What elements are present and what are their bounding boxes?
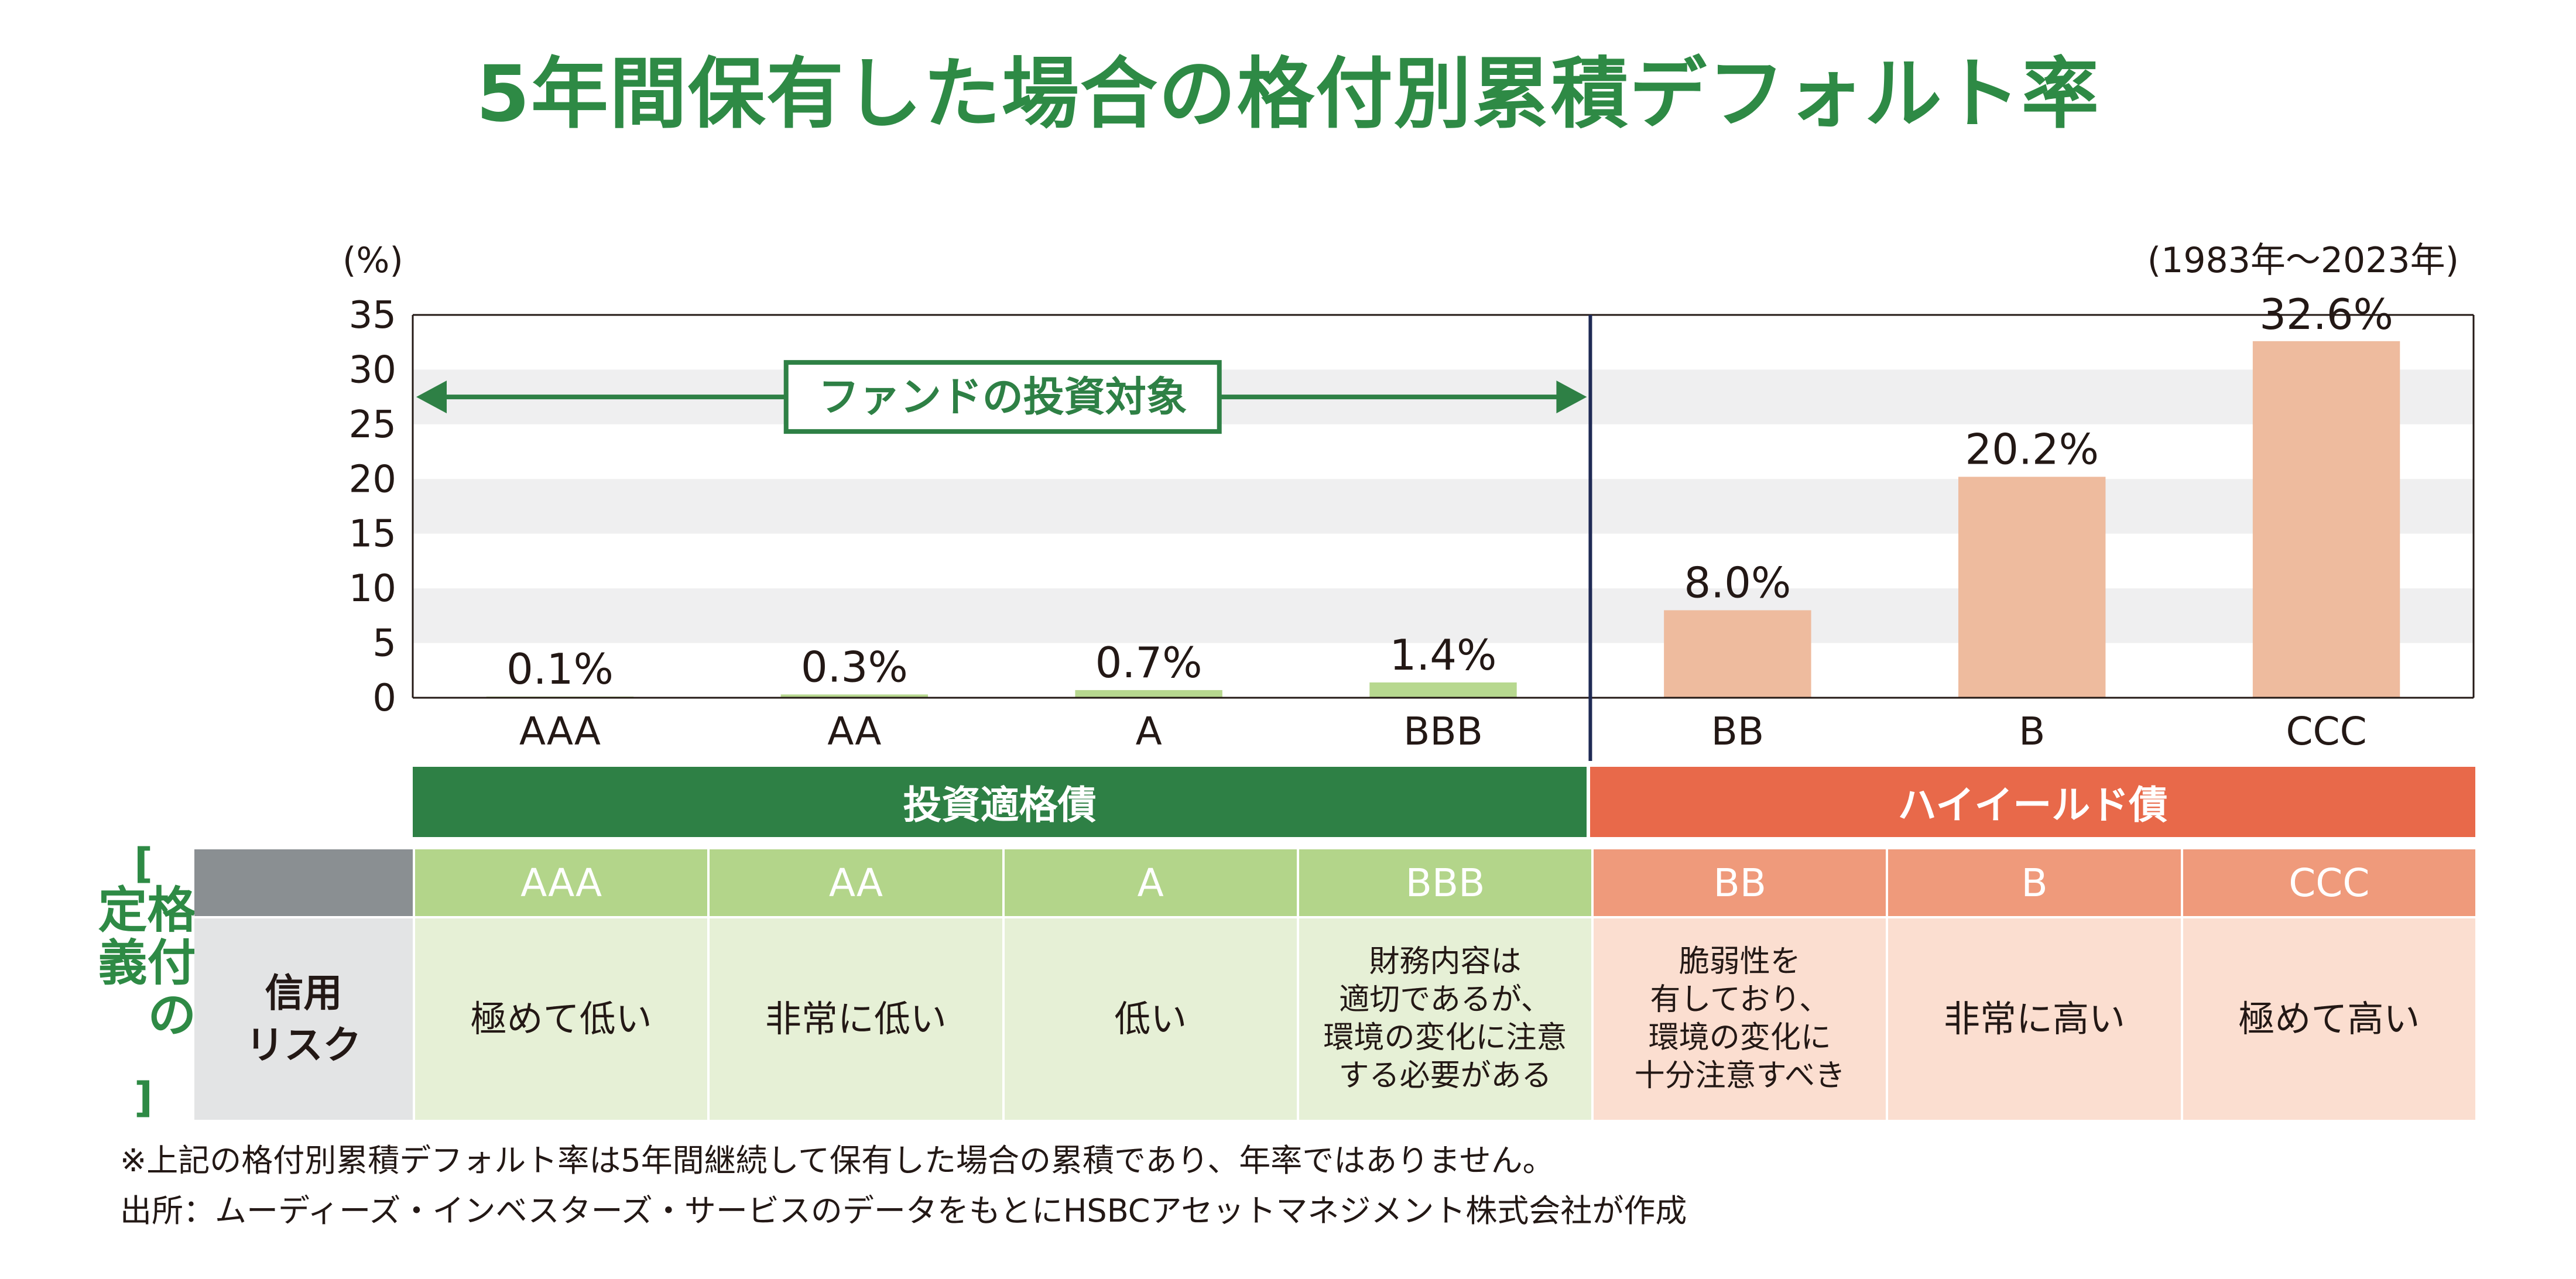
risk-cell-bbb: 財務内容は 適切であるが、 環境の変化に注意 する必要がある (1299, 918, 1592, 1120)
annotation-text: ファンドの投資対象 (818, 373, 1187, 421)
x-tick-label-a: A (1136, 709, 1162, 754)
y-tick-label: 20 (349, 458, 396, 501)
rating-header-bb: BB (1594, 849, 1886, 916)
period-label: (1983年～2023年) (2147, 240, 2459, 281)
table-corner-header (194, 849, 413, 916)
x-tick-label-aaa: AAA (519, 709, 601, 754)
y-tick-label: 5 (372, 622, 396, 666)
risk-cell-a: 低い (1004, 918, 1297, 1120)
bar-aa (780, 694, 928, 698)
grid-band (413, 588, 2474, 643)
value-label-bbb: 1.4% (1390, 630, 1497, 680)
bar-chart: 0 5 10 15 20 25 30 35 0.1% 0.3% 0.7% 1.4% 8.0% 20.2%… (342, 240, 2475, 761)
y-tick-label: 15 (349, 513, 396, 556)
rating-header-aaa: AAA (415, 849, 708, 916)
arrow-right-head (1556, 380, 1587, 414)
risk-cell-aa: 非常に低い (710, 918, 1002, 1120)
definition-bracket-open: [ (134, 839, 153, 887)
investment-grade-band: 投資適格債 (413, 767, 1587, 837)
bar-bbb (1369, 682, 1517, 698)
y-tick-label: 25 (349, 403, 396, 447)
y-tick-label: 30 (349, 348, 396, 392)
bar-a (1075, 690, 1222, 698)
risk-cell-bb: 脆弱性を 有しており、 環境の変化に 十分注意すべき (1594, 918, 1886, 1120)
x-tick-label-ccc: CCC (2286, 709, 2366, 754)
x-tick-label-bb: BB (1711, 709, 1765, 754)
footnotes: ※上記の格付別累積デフォルト率は5年間継続して保有した場合の累積であり、年率では… (120, 1136, 1687, 1236)
rating-header-bbb: BBB (1299, 849, 1592, 916)
value-label-b: 20.2% (1965, 425, 2099, 474)
bar-b (1958, 476, 2106, 698)
definition-label-text: 格付の定義 (90, 884, 197, 1042)
value-label-aa: 0.3% (801, 642, 908, 691)
rating-definition-table: AAA AA A BBB BB B CCC 信用 リスク 極めて低い 非常に低い… (194, 849, 2475, 1120)
risk-cell-aaa: 極めて低い (415, 918, 708, 1120)
risk-cell-ccc: 極めて高い (2183, 918, 2475, 1120)
rating-header-aa: AA (710, 849, 1002, 916)
chart-title: 5年間保有した場合の格付別累積デフォルト率 (476, 49, 2100, 139)
grid-band (413, 479, 2474, 534)
rating-header-ccc: CCC (2183, 849, 2475, 916)
rating-definition-label: [ 格付の定義 ] (90, 839, 197, 1122)
footnote-source: 出所：ムーディーズ・インベスターズ・サービスのデータをもとにHSBCアセットマネ… (120, 1192, 1687, 1229)
definition-bracket-close: ] (134, 1074, 153, 1122)
y-tick-label: 35 (349, 294, 396, 337)
bar-ccc (2252, 341, 2400, 698)
risk-cell-b: 非常に高い (1888, 918, 2181, 1120)
x-tick-label-bbb: BBB (1403, 709, 1483, 754)
rating-header-b: B (1888, 849, 2181, 916)
y-unit-label: (%) (342, 240, 403, 281)
footnote-disclaimer: ※上記の格付別累積デフォルト率は5年間継続して保有した場合の累積であり、年率では… (120, 1142, 1554, 1179)
y-tick-label: 10 (349, 567, 396, 611)
value-label-a: 0.7% (1095, 638, 1203, 687)
value-label-aaa: 0.1% (506, 644, 614, 694)
rating-header-a: A (1004, 849, 1297, 916)
high-yield-band: ハイイールド債 (1590, 767, 2475, 837)
x-tick-label-b: B (2019, 709, 2045, 754)
credit-risk-row-header: 信用 リスク (194, 918, 413, 1120)
bar-bb (1664, 610, 1811, 698)
arrow-left-head (416, 380, 447, 414)
value-label-bb: 8.0% (1684, 558, 1791, 608)
y-tick-label: 0 (372, 677, 396, 720)
x-tick-label-aa: AA (827, 709, 881, 754)
annotation-box (783, 360, 1222, 434)
